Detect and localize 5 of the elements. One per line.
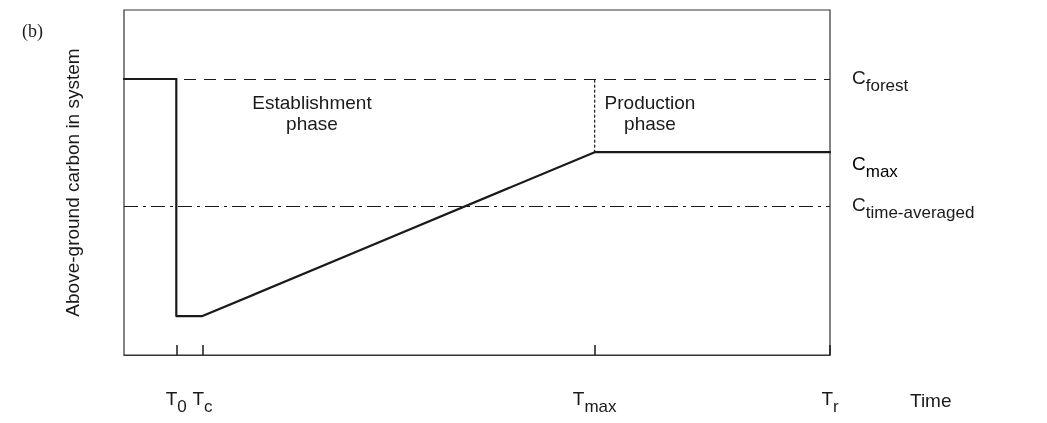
annotation: Production phase bbox=[604, 92, 696, 134]
x-axis-title: Time bbox=[910, 390, 952, 411]
y-axis-title: Above-ground carbon in system bbox=[61, 48, 83, 317]
text: (b) bbox=[22, 20, 43, 42]
annotation: Establishment phase bbox=[252, 92, 373, 134]
